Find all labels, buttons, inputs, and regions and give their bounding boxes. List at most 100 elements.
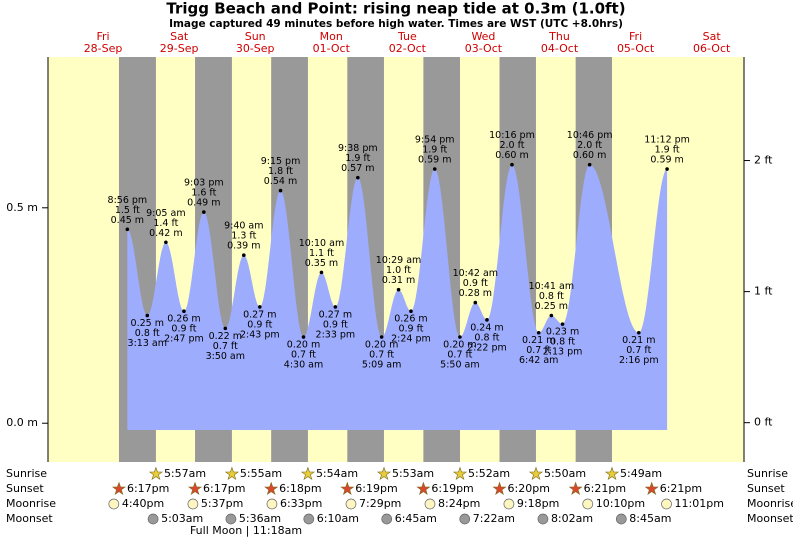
extreme-label: 0.35 m — [305, 258, 338, 269]
moonset-icon — [225, 513, 237, 525]
extreme-point — [301, 335, 306, 339]
sunset-icon — [644, 481, 659, 496]
extreme-label: 0.9 ft — [398, 324, 423, 335]
extreme-point — [202, 210, 206, 214]
sunrise-time: 5:53am — [392, 467, 434, 480]
sunset-time: 6:21pm — [660, 482, 702, 495]
extreme-label: 2:43 pm — [240, 329, 280, 340]
extreme-label: 10:41 am — [529, 281, 574, 292]
extreme-point — [223, 326, 228, 331]
sunset-icon — [111, 481, 126, 496]
extreme-point — [319, 270, 324, 275]
sunrise-time: 5:57am — [164, 467, 206, 480]
y2-tick-label: 2 ft — [754, 154, 773, 167]
moonset-time: 7:22am — [473, 512, 515, 525]
extreme-label: 6:42 am — [519, 355, 558, 366]
extreme-label: 0.7 ft — [526, 345, 551, 356]
extreme-point — [549, 313, 554, 318]
chart-title: Trigg Beach and Point: rising neap tide … — [166, 0, 625, 18]
extreme-point — [560, 322, 565, 326]
moonrise-icon — [503, 498, 515, 510]
moonset-icon — [615, 513, 627, 525]
extreme-point — [258, 305, 262, 309]
extreme-label: 0.27 m — [243, 309, 276, 320]
extreme-label: 0.7 ft — [291, 350, 316, 361]
extreme-label: 2:22 pm — [467, 342, 507, 353]
sunrise-icon — [224, 466, 239, 481]
row-label: Moonrise — [6, 497, 56, 510]
extreme-label: 1.8 ft — [268, 166, 293, 177]
moonrise-icon — [108, 498, 120, 510]
extreme-point — [665, 167, 669, 171]
sunrise-icon — [528, 466, 544, 481]
extreme-point — [432, 167, 437, 171]
extreme-label: 2:24 pm — [391, 334, 431, 345]
extreme-label: 1.4 ft — [153, 218, 178, 229]
row-label: Moonset — [6, 512, 53, 525]
y-tick-label: 0.0 m — [6, 416, 38, 429]
extreme-label: 2:16 pm — [619, 355, 659, 366]
day-weekday: Fri — [96, 30, 109, 43]
extreme-label: 0.49 m — [187, 198, 220, 209]
extreme-label: 2:33 pm — [316, 329, 356, 340]
moonrise-icon — [582, 498, 594, 510]
day-date: 30-Sep — [236, 42, 275, 55]
extreme-label: 10:46 pm — [567, 130, 613, 141]
sunset-icon — [264, 481, 279, 496]
moonrise-icon — [266, 498, 278, 510]
day-date: 05-Oct — [617, 42, 655, 55]
extreme-label: 9:05 am — [146, 208, 185, 219]
extreme-label: 9:54 pm — [415, 135, 455, 146]
moonrise-time: 9:18pm — [517, 497, 559, 510]
day-date: 28-Sep — [84, 42, 123, 55]
sunset-icon — [492, 481, 507, 496]
extreme-label: 1.5 ft — [115, 205, 140, 216]
extreme-label: 0.20 m — [365, 340, 398, 351]
extreme-label: 0.57 m — [341, 163, 374, 174]
day-weekday: Mon — [320, 30, 343, 43]
extreme-label: 0.9 ft — [463, 278, 488, 289]
extreme-label: 9:40 am — [224, 221, 263, 232]
moonset-time: 8:45am — [629, 512, 671, 525]
extreme-label: 0.60 m — [573, 150, 606, 161]
extreme-label: 0.7 ft — [369, 350, 394, 361]
extreme-label: 0.8 ft — [135, 328, 160, 339]
day-weekday: Fri — [629, 30, 642, 43]
extreme-label: 0.59 m — [650, 155, 683, 166]
moonrise-icon — [345, 498, 357, 510]
extreme-label: 1.3 ft — [231, 231, 256, 242]
y-tick-label: 0.5 m — [6, 201, 38, 214]
moonset-icon — [381, 513, 393, 525]
extreme-label: 0.25 m — [535, 301, 568, 312]
extreme-label: 10:16 pm — [489, 130, 535, 141]
sunrise-time: 5:52am — [468, 467, 510, 480]
extreme-label: 9:15 pm — [261, 156, 301, 167]
y2-tick-label: 0 ft — [754, 416, 773, 429]
day-weekday: Sun — [245, 30, 266, 43]
row-label: Sunrise — [6, 467, 47, 480]
extreme-point — [242, 253, 246, 257]
extreme-label: 0.25 m — [131, 318, 164, 329]
extreme-point — [510, 162, 514, 167]
row-label: Moonset — [747, 512, 793, 525]
moonrise-time: 11:01pm — [675, 497, 724, 510]
row-label: Sunrise — [747, 467, 788, 480]
extreme-label: 2.0 ft — [499, 140, 524, 151]
moonset-time: 6:10am — [317, 512, 359, 525]
moonset-icon — [459, 513, 471, 525]
extreme-label: 4:30 am — [284, 360, 323, 371]
extreme-point — [636, 330, 641, 335]
moonset-time: 6:45am — [395, 512, 437, 525]
day-date: 29-Sep — [160, 42, 199, 55]
sunrise-icon — [300, 466, 315, 481]
extreme-label: 0.7 ft — [626, 345, 651, 356]
sunset-icon — [568, 481, 583, 496]
extreme-label: 0.7 ft — [447, 350, 472, 361]
extreme-label: 9:03 pm — [184, 178, 224, 189]
day-date: 03-Oct — [465, 42, 503, 55]
extreme-label: 2:47 pm — [164, 334, 204, 345]
y2-tick-label: 1 ft — [754, 285, 773, 298]
extreme-point — [333, 305, 338, 309]
extreme-point — [396, 287, 401, 292]
extreme-label: 0.8 ft — [474, 332, 499, 343]
